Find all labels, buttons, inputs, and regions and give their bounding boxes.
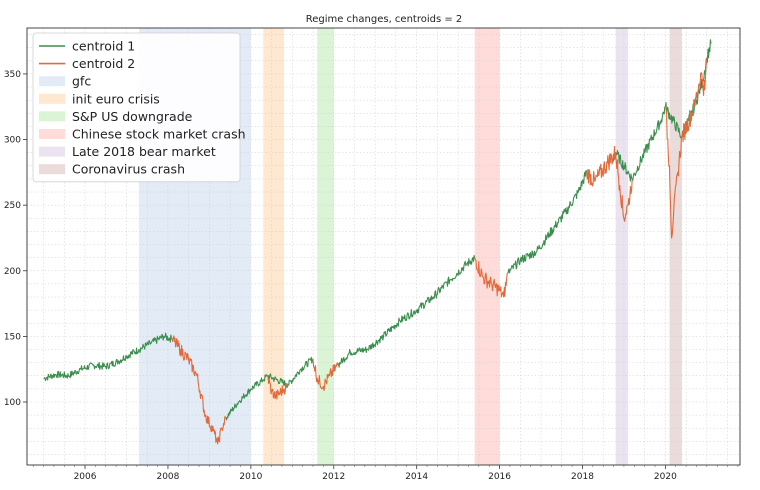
legend-label: gfc	[72, 74, 91, 89]
y-tick-label: 100	[4, 398, 21, 408]
x-tick-label: 2012	[322, 472, 345, 482]
series-lines	[43, 39, 712, 445]
legend-patch-swatch	[39, 111, 65, 122]
x-tick-label: 2014	[405, 472, 428, 482]
x-tick-label: 2018	[571, 472, 594, 482]
series-line-centroid-2	[171, 58, 708, 445]
legend-patch-swatch	[39, 76, 65, 87]
y-tick-label: 250	[4, 201, 21, 211]
x-tick-label: 2010	[239, 472, 262, 482]
legend-label: S&P US downgrade	[72, 109, 193, 124]
legend-label: Coronavirus crash	[72, 162, 185, 177]
plot-frame	[26, 27, 741, 466]
x-tick-label: 2020	[654, 472, 677, 482]
y-tick-label: 150	[4, 332, 21, 342]
legend-label: centroid 2	[72, 56, 135, 71]
chart-title: Regime changes, centroids = 2	[306, 14, 463, 25]
shaded-region	[474, 28, 500, 465]
x-tick-label: 2016	[488, 472, 511, 482]
legend: centroid 1 centroid 2 gfc init euro crisis S…	[32, 32, 246, 183]
legend-patch-swatch	[39, 129, 65, 139]
series-line-centroid-1	[43, 39, 712, 421]
legend-label: Late 2018 bear market	[72, 144, 216, 159]
y-tick-label: 300	[4, 136, 21, 146]
legend-patch-swatch	[39, 146, 65, 157]
y-tick-label: 350	[4, 70, 21, 80]
legend-patch-swatch	[39, 164, 65, 175]
legend-label: Chinese stock market crash	[72, 127, 246, 142]
legend-box	[32, 32, 241, 183]
x-tick-label: 2006	[74, 472, 97, 482]
legend-label: centroid 1	[72, 39, 135, 54]
x-tick-label: 2008	[156, 472, 179, 482]
shaded-region	[615, 28, 629, 465]
axis-ticks: 2006 2008 2010 2012 2014 2016 2018 2020 100 150 20…	[4, 70, 739, 482]
legend-patch-swatch	[39, 93, 65, 104]
shaded-region	[317, 28, 334, 465]
y-tick-label: 200	[4, 267, 21, 277]
shaded-region	[669, 28, 682, 465]
legend-label: init euro crisis	[72, 91, 160, 106]
shaded-region	[263, 28, 285, 465]
